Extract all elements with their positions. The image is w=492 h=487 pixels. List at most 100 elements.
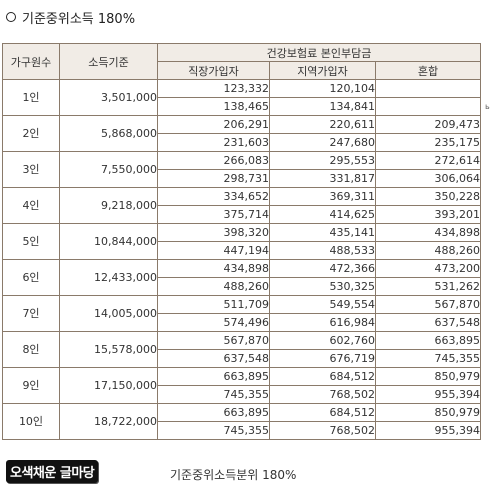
mixed-cell [375,79,481,98]
table-row: 8인 15,578,000 567,870 602,760 663,895 [2,331,481,368]
mixed-cell: 850,979 [375,403,481,422]
employee-cell: 266,083 [157,151,270,170]
regional-cell: 768,502 [269,385,376,404]
table-row: 10인 18,722,000 663,895 684,512 850,979 [2,403,481,440]
regional-cell: 676,719 [269,349,376,368]
income-cell: 15,578,000 [59,331,158,368]
regional-cell: 134,841 [269,97,376,116]
household-cell: 8인 [2,331,60,368]
brand-logo: 오색채운 글마당 [6,460,99,483]
employee-cell: 434,898 [157,259,270,278]
mixed-cell: 235,175 [375,133,481,152]
income-cell: 9,218,000 [59,187,158,224]
table-row: 298,731 331,817 306,064 [3,169,481,188]
regional-cell: 530,325 [269,277,376,296]
edge-mark: ь [485,102,490,111]
mixed-cell: 637,548 [375,313,481,332]
mixed-cell: 567,870 [375,295,481,314]
table-row: 5인 10,844,000 398,320 435,141 434,898 [2,223,481,260]
circle-bullet-icon [6,12,16,22]
income-cell: 10,844,000 [59,223,158,260]
employee-cell: 574,496 [157,313,270,332]
heading-text: 기준중위소득 180% [22,11,136,27]
table-row: 3인 7,550,000 266,083 295,553 272,614 [2,151,481,188]
household-cell: 10인 [2,403,60,440]
household-cell: 4인 [2,187,60,224]
regional-cell: 220,611 [269,115,376,134]
employee-cell: 663,895 [157,367,270,386]
header-income: 소득기준 [59,43,158,80]
table-row: 637,548 676,719 745,355 [3,349,481,368]
mixed-cell: 306,064 [375,169,481,188]
employee-cell: 298,731 [157,169,270,188]
header-employee: 직장가입자 [157,61,270,80]
header-premium-group: 건강보험료 본인부담금 [157,43,481,62]
employee-cell: 123,332 [157,79,270,98]
employee-cell: 138,465 [157,97,270,116]
mixed-cell: 350,228 [375,187,481,206]
mixed-cell: 209,473 [375,115,481,134]
household-cell: 2인 [2,115,60,152]
regional-cell: 120,104 [269,79,376,98]
regional-cell: 472,366 [269,259,376,278]
income-cell: 17,150,000 [59,367,158,404]
table-row: 447,194 488,533 488,260 [3,241,481,260]
mixed-cell: 473,200 [375,259,481,278]
table-row: 488,260 530,325 531,262 [3,277,481,296]
employee-cell: 637,548 [157,349,270,368]
regional-cell: 435,141 [269,223,376,242]
regional-cell: 684,512 [269,403,376,422]
table-row: 9인 17,150,000 663,895 684,512 850,979 [2,367,481,404]
income-premium-table: 가구원수 소득기준 건강보험료 본인부담금 직장가입자 지역가입자 혼합 1인 3… [2,43,481,440]
regional-cell: 295,553 [269,151,376,170]
employee-cell: 745,355 [157,385,270,404]
table-row: 1인 3,501,000 123,332 120,104 [2,79,481,116]
section-heading: 기준중위소득 180% [6,8,136,27]
table-row: 6인 12,433,000 434,898 472,366 473,200 [2,259,481,296]
mixed-cell [375,97,481,116]
mixed-cell: 663,895 [375,331,481,350]
regional-cell: 247,680 [269,133,376,152]
household-cell: 3인 [2,151,60,188]
regional-cell: 616,984 [269,313,376,332]
regional-cell: 414,625 [269,205,376,224]
income-cell: 12,433,000 [59,259,158,296]
household-cell: 1인 [2,79,60,116]
household-cell: 9인 [2,367,60,404]
mixed-cell: 488,260 [375,241,481,260]
regional-cell: 369,311 [269,187,376,206]
income-cell: 14,005,000 [59,295,158,332]
table-row: 745,355 768,502 955,394 [3,385,481,404]
table-row: 7인 14,005,000 511,709 549,554 567,870 [2,295,481,332]
header-household: 가구원수 [2,43,60,80]
mixed-cell: 434,898 [375,223,481,242]
header-regional: 지역가입자 [269,61,376,80]
table-row: 745,355 768,502 955,394 [3,421,481,440]
employee-cell: 745,355 [157,421,270,440]
table-row: 4인 9,218,000 334,652 369,311 350,228 [2,187,481,224]
income-cell: 3,501,000 [59,79,158,116]
header-mixed: 혼합 [375,61,481,80]
employee-cell: 567,870 [157,331,270,350]
mixed-cell: 393,201 [375,205,481,224]
household-cell: 7인 [2,295,60,332]
mixed-cell: 955,394 [375,421,481,440]
mixed-cell: 850,979 [375,367,481,386]
table-row: 2인 5,868,000 206,291 220,611 209,473 [2,115,481,152]
income-cell: 5,868,000 [59,115,158,152]
employee-cell: 663,895 [157,403,270,422]
regional-cell: 331,817 [269,169,376,188]
regional-cell: 488,533 [269,241,376,260]
table-row: 231,603 247,680 235,175 [3,133,481,152]
household-cell: 5인 [2,223,60,260]
employee-cell: 488,260 [157,277,270,296]
regional-cell: 768,502 [269,421,376,440]
household-cell: 6인 [2,259,60,296]
employee-cell: 334,652 [157,187,270,206]
income-cell: 7,550,000 [59,151,158,188]
employee-cell: 398,320 [157,223,270,242]
table-row: 574,496 616,984 637,548 [3,313,481,332]
employee-cell: 511,709 [157,295,270,314]
caption: 기준중위소득분위 180% [170,468,297,482]
employee-cell: 375,714 [157,205,270,224]
